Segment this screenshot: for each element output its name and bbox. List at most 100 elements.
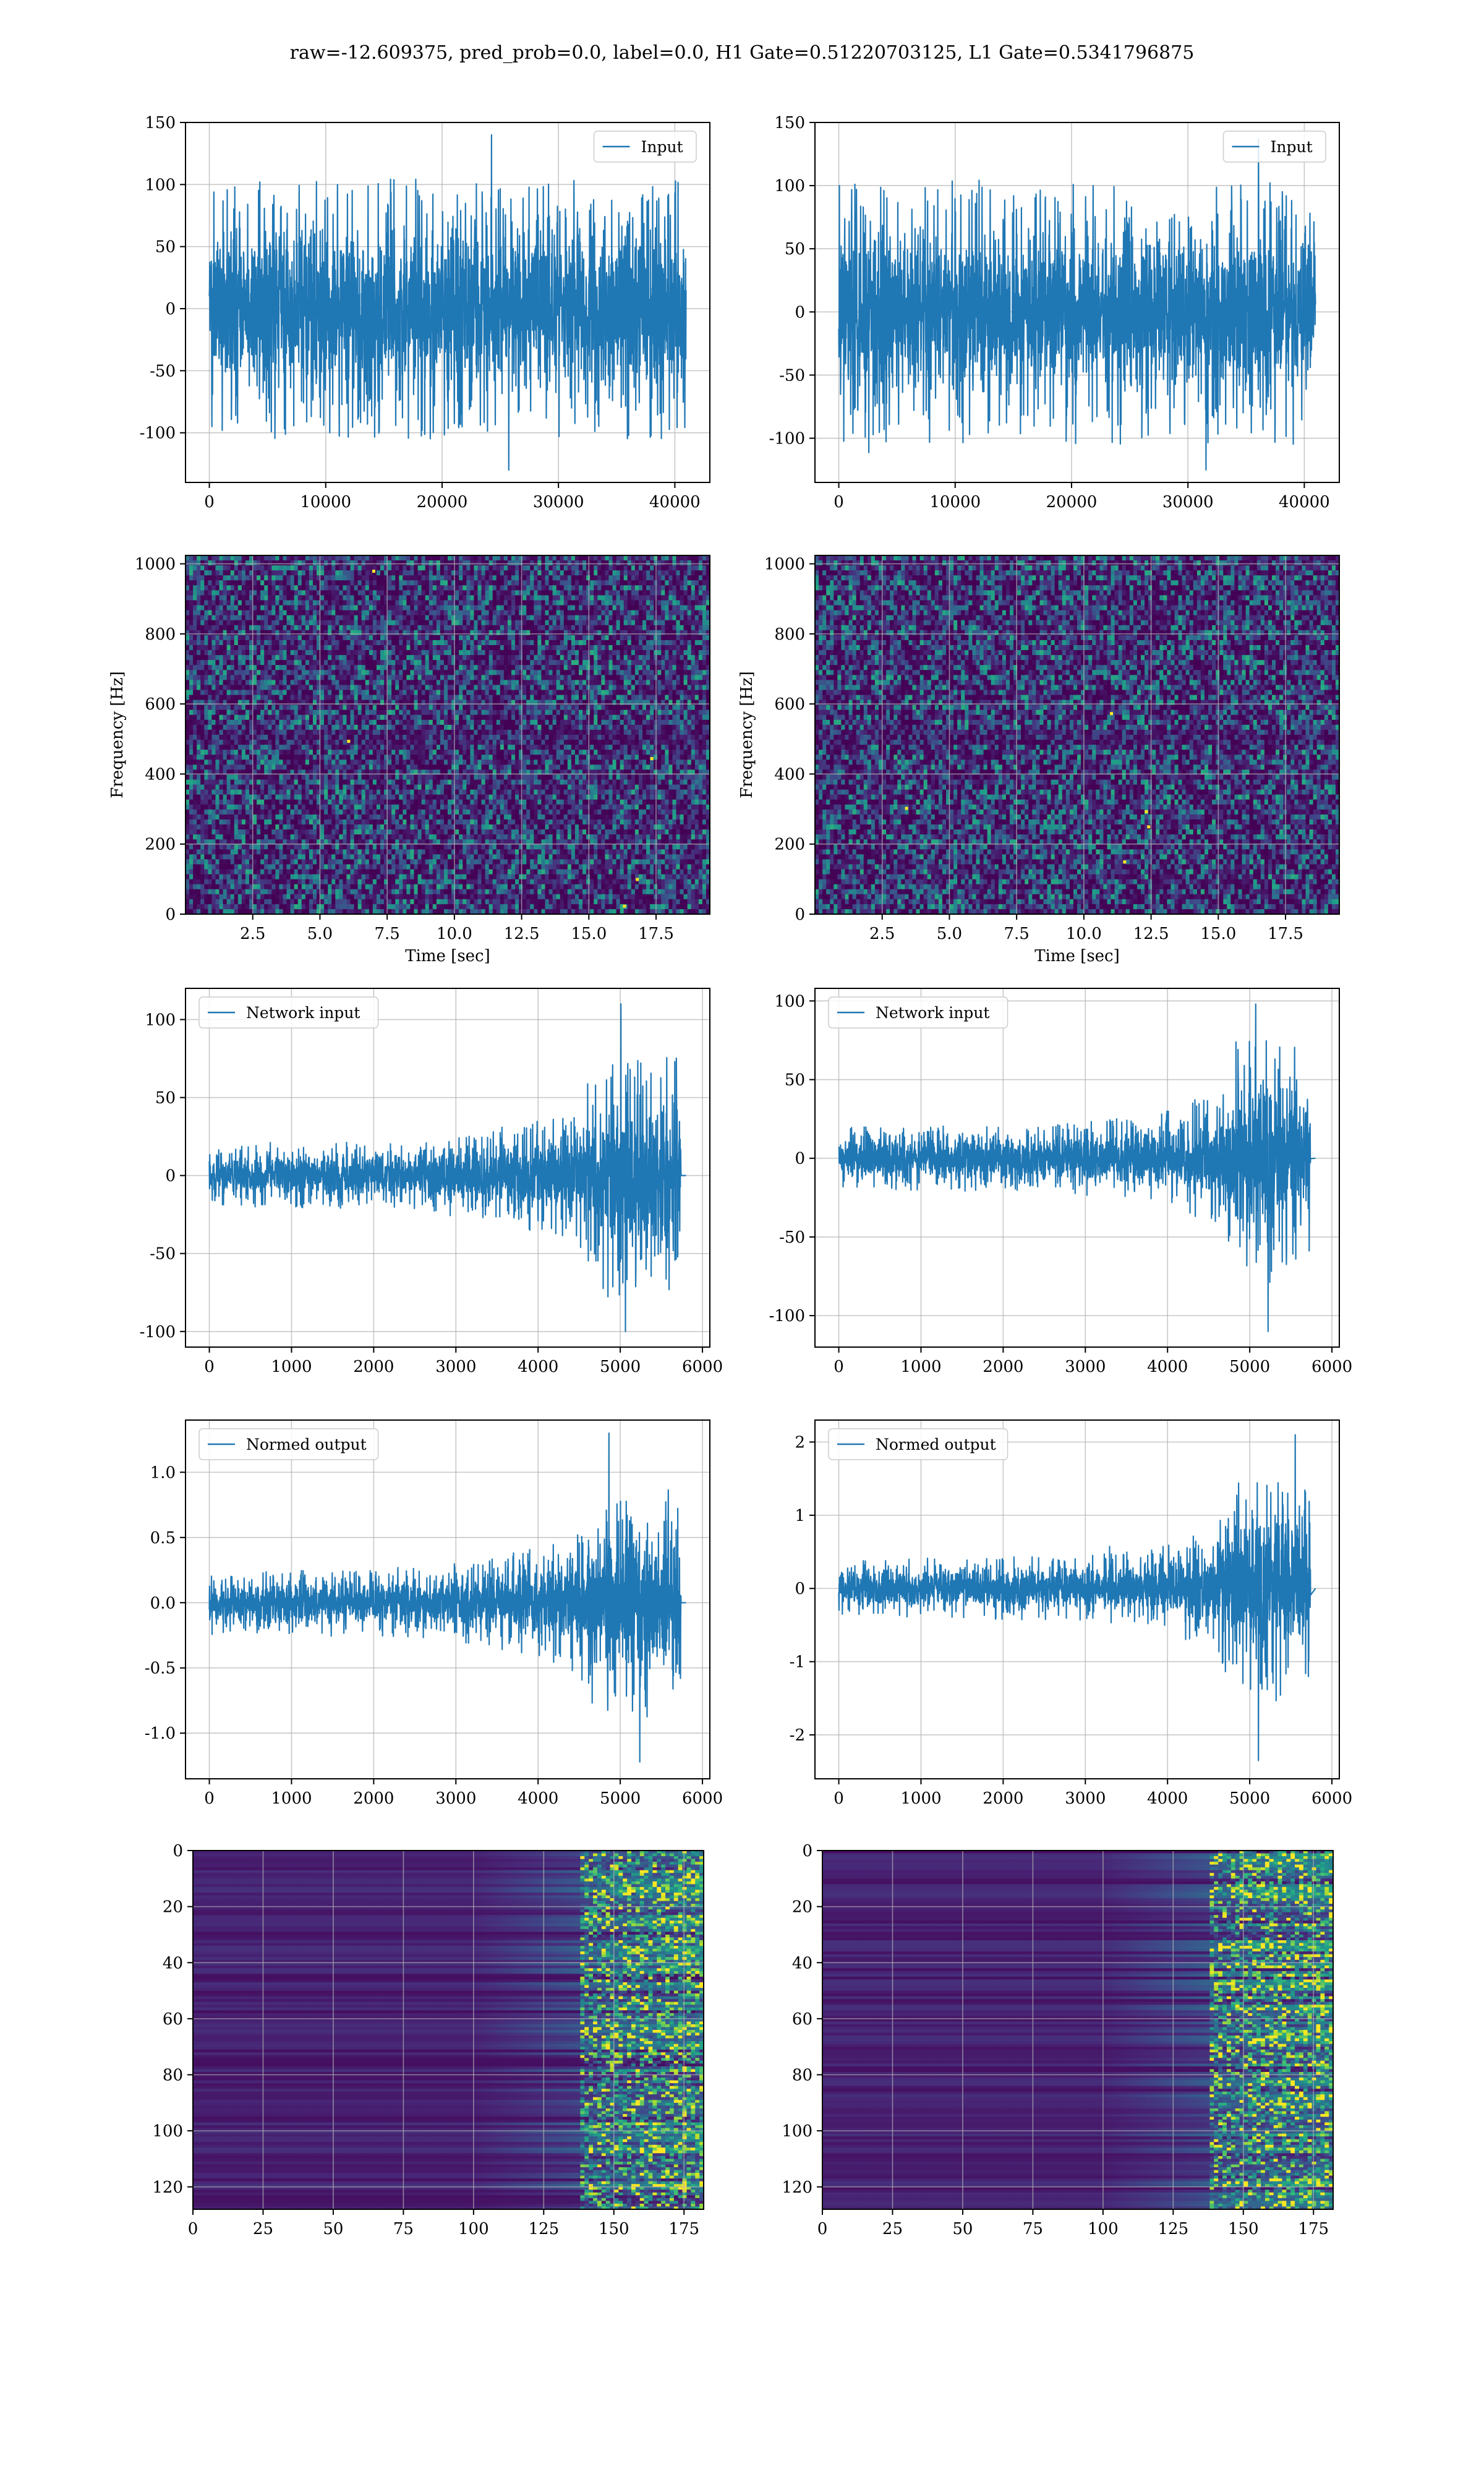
heatmap-cell: [245, 555, 250, 561]
heatmap-cell: [590, 665, 594, 670]
heatmap-cell: [526, 575, 531, 581]
heatmap-cell: [470, 670, 474, 675]
heatmap-cell: [594, 565, 598, 571]
heatmap-cell: [665, 620, 669, 626]
heatmap-cell: [399, 660, 403, 666]
heatmap-cell: [343, 580, 347, 586]
heatmap-cell: [568, 570, 572, 576]
heatmap-cell: [579, 640, 583, 646]
heatmap-cell: [571, 606, 576, 611]
heatmap-cell: [680, 645, 684, 651]
heatmap-cell: [220, 555, 224, 561]
heatmap-cell: [470, 655, 474, 661]
heatmap-cell: [568, 575, 572, 581]
heatmap-cell: [358, 645, 362, 651]
heatmap-cell: [575, 660, 579, 666]
heatmap-cell: [200, 580, 205, 586]
heatmap-cell: [328, 630, 332, 636]
heatmap-cell: [553, 625, 557, 631]
heatmap-cell: [650, 630, 654, 636]
heatmap-cell: [639, 585, 643, 591]
heatmap-cell: [313, 635, 317, 641]
heatmap-cell: [429, 665, 433, 670]
heatmap-cell: [429, 655, 433, 661]
heatmap-cell: [519, 606, 523, 611]
heatmap-cell: [485, 606, 490, 611]
heatmap-cell: [234, 620, 239, 626]
heatmap-cell: [200, 615, 205, 621]
heatmap-cell: [556, 580, 561, 586]
heatmap-cell: [508, 625, 512, 631]
heatmap-cell: [579, 570, 583, 576]
heatmap-cell: [231, 670, 235, 675]
heatmap-cell: [560, 625, 565, 631]
heatmap-cell: [444, 575, 448, 581]
heatmap-cell: [504, 640, 508, 646]
heatmap-cell: [463, 570, 467, 576]
heatmap-cell: [530, 601, 534, 606]
heatmap-cell: [351, 580, 355, 586]
heatmap-cell: [231, 555, 235, 561]
heatmap-cell: [271, 575, 276, 581]
heatmap-cell: [193, 625, 197, 631]
heatmap-cell: [328, 675, 332, 680]
heatmap-cell: [601, 635, 605, 641]
heatmap-cell: [305, 580, 310, 586]
y-tick-label: 50: [155, 238, 176, 257]
heatmap-cell: [568, 635, 572, 641]
heatmap-cell: [200, 675, 205, 680]
heatmap-cell: [283, 560, 287, 566]
heatmap-cell: [605, 620, 609, 626]
heatmap-cell: [279, 645, 283, 651]
heatmap-cell: [208, 615, 212, 621]
heatmap-cell: [522, 555, 527, 561]
heatmap-cell: [590, 575, 594, 581]
heatmap-cell: [410, 560, 414, 566]
heatmap-cell: [590, 630, 594, 636]
heatmap-cell: [406, 570, 411, 576]
heatmap-cell: [211, 635, 216, 641]
heatmap-cell: [537, 580, 542, 586]
heatmap-cell: [489, 560, 493, 566]
heatmap-cell: [440, 665, 445, 670]
heatmap-cell: [500, 645, 505, 651]
heatmap-cell: [279, 606, 283, 611]
heatmap-cell: [504, 555, 508, 561]
heatmap-cell: [335, 590, 339, 596]
heatmap-cell: [231, 665, 235, 670]
heatmap-cell: [197, 570, 201, 576]
heatmap-cell: [429, 570, 433, 576]
heatmap-cell: [466, 570, 471, 576]
heatmap-cell: [320, 645, 325, 651]
heatmap-cell: [549, 620, 553, 626]
heatmap-cell: [328, 670, 332, 675]
heatmap-cell: [271, 645, 276, 651]
heatmap-cell: [537, 625, 542, 631]
heatmap-cell: [339, 575, 343, 581]
heatmap-cell: [515, 645, 519, 651]
heatmap-cell: [526, 660, 531, 666]
heatmap-cell: [313, 625, 317, 631]
heatmap-cell: [257, 665, 261, 670]
heatmap-cell: [257, 610, 261, 616]
heatmap-cell: [331, 595, 336, 601]
heatmap-cell: [422, 580, 426, 586]
heatmap-cell: [568, 601, 572, 606]
heatmap-cell: [500, 655, 505, 661]
heatmap-cell: [309, 625, 313, 631]
heatmap-cell: [459, 555, 463, 561]
heatmap-cell: [635, 620, 639, 626]
heatmap-cell: [553, 670, 557, 675]
heatmap-cell: [257, 601, 261, 606]
heatmap-cell: [260, 630, 265, 636]
heatmap-cell: [605, 560, 609, 566]
heatmap-cell: [504, 606, 508, 611]
heatmap-cell: [320, 675, 325, 680]
heatmap-cell: [560, 650, 565, 656]
heatmap-cell: [601, 560, 605, 566]
heatmap-cell: [414, 665, 418, 670]
heatmap-cell: [242, 610, 246, 616]
heatmap-cell: [459, 645, 463, 651]
heatmap-cell: [418, 590, 422, 596]
heatmap-cell: [328, 615, 332, 621]
